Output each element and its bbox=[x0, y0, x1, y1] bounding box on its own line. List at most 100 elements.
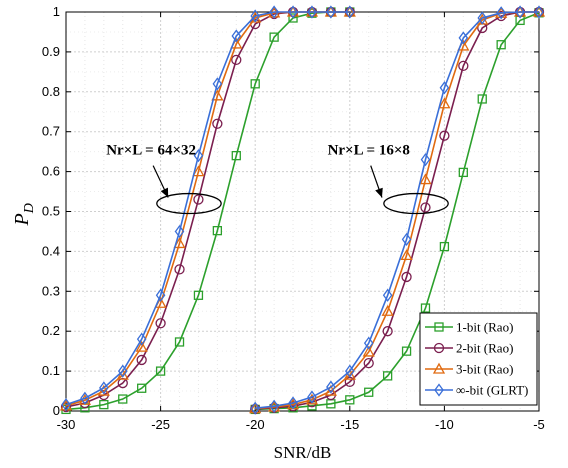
data-point bbox=[192, 165, 205, 177]
data-point bbox=[401, 271, 412, 283]
data-point bbox=[135, 340, 148, 352]
data-point bbox=[458, 60, 469, 72]
x-tick-label: -20 bbox=[246, 417, 265, 432]
series-line bbox=[65, 11, 350, 411]
x-tick-label: -30 bbox=[57, 417, 76, 432]
data-point bbox=[288, 396, 298, 410]
data-point bbox=[326, 380, 336, 394]
data-point bbox=[401, 346, 412, 356]
x-tick-label: -25 bbox=[151, 417, 170, 432]
y-axis-label-main: P bbox=[11, 213, 33, 226]
data-point bbox=[288, 5, 298, 19]
data-point bbox=[345, 395, 355, 405]
data-point bbox=[155, 366, 166, 376]
data-point bbox=[250, 9, 261, 23]
legend-marker bbox=[432, 362, 446, 374]
y-axis-label-subscript: D bbox=[22, 203, 37, 214]
y-tick-label: 0.8 bbox=[42, 84, 60, 99]
data-point bbox=[155, 288, 166, 302]
data-point bbox=[193, 149, 204, 163]
data-point bbox=[99, 399, 109, 410]
annotation-ellipse bbox=[156, 192, 222, 215]
data-point bbox=[381, 304, 394, 316]
data-point bbox=[477, 94, 487, 104]
y-tick-label: 0.9 bbox=[42, 44, 60, 59]
legend-marker bbox=[434, 322, 444, 332]
data-point bbox=[155, 318, 166, 329]
data-point bbox=[534, 5, 544, 19]
data-point bbox=[250, 401, 261, 415]
data-point bbox=[61, 398, 71, 412]
data-point bbox=[382, 326, 393, 337]
y-tick-label: 0.2 bbox=[42, 323, 60, 338]
series-line bbox=[255, 11, 539, 410]
data-point bbox=[363, 336, 374, 350]
data-point bbox=[420, 153, 431, 167]
data-point bbox=[307, 5, 317, 19]
y-tick-label: 0.1 bbox=[42, 363, 60, 378]
data-point bbox=[496, 40, 506, 50]
y-tick-label: 0.6 bbox=[42, 164, 60, 179]
data-point bbox=[212, 226, 223, 236]
data-point bbox=[60, 401, 72, 413]
series-diamond bbox=[61, 5, 544, 415]
data-point bbox=[382, 288, 393, 302]
data-point bbox=[400, 249, 413, 261]
data-point bbox=[307, 390, 317, 404]
y-tick-label: 0.5 bbox=[42, 204, 60, 219]
data-point bbox=[419, 173, 432, 185]
data-point bbox=[99, 381, 109, 395]
data-point bbox=[231, 54, 242, 66]
x-tick-label: -15 bbox=[340, 417, 359, 432]
y-tick-label: 0 bbox=[53, 403, 60, 418]
data-point bbox=[231, 150, 241, 161]
legend-label: ∞-bit (GLRT) bbox=[456, 383, 528, 398]
data-point bbox=[80, 391, 90, 405]
legend-marker bbox=[434, 383, 444, 397]
series-line bbox=[255, 11, 539, 410]
data-point bbox=[344, 364, 355, 378]
data-point bbox=[420, 202, 431, 213]
series-line bbox=[255, 12, 540, 411]
series-line bbox=[65, 11, 350, 408]
data-point bbox=[477, 11, 488, 25]
data-point bbox=[515, 5, 525, 19]
data-point bbox=[136, 332, 147, 346]
data-point bbox=[118, 394, 128, 404]
data-point bbox=[438, 97, 451, 109]
data-point bbox=[212, 118, 223, 129]
data-point bbox=[117, 364, 128, 378]
series-lines bbox=[59, 5, 546, 415]
y-tick-label: 0.4 bbox=[42, 243, 60, 258]
series-line bbox=[255, 11, 539, 410]
y-tick-label: 1 bbox=[53, 4, 60, 19]
data-point bbox=[496, 6, 506, 20]
legend: 1-bit (Rao) 2-bit (Rao) 3-bit (Rao) ∞-bit (… bbox=[419, 312, 538, 406]
data-point bbox=[364, 387, 374, 397]
series-line bbox=[65, 11, 350, 406]
data-point bbox=[269, 399, 279, 413]
axis-ticks: -30 -25 -20 -15 -10 -5 0 0.1 0.2 0.3 0.4 0.5 0.6 0.7 0… bbox=[42, 4, 545, 432]
x-tick-label: -10 bbox=[435, 417, 454, 432]
data-point bbox=[173, 237, 186, 249]
data-point bbox=[326, 5, 336, 19]
annotation-arrowhead bbox=[160, 187, 169, 198]
data-point bbox=[401, 232, 412, 247]
legend-label: 2-bit (Rao) bbox=[456, 341, 513, 356]
data-point bbox=[363, 357, 374, 369]
x-tick-label: -5 bbox=[533, 417, 545, 432]
data-point bbox=[343, 368, 356, 380]
data-point bbox=[344, 5, 355, 19]
data-point bbox=[193, 290, 204, 300]
data-point bbox=[362, 345, 375, 357]
data-point bbox=[439, 241, 450, 252]
data-point bbox=[439, 130, 450, 141]
data-point bbox=[212, 77, 223, 91]
data-point bbox=[174, 337, 185, 347]
data-point bbox=[193, 194, 204, 205]
y-axis-label: PD bbox=[11, 203, 37, 226]
data-point bbox=[174, 264, 185, 275]
data-point bbox=[288, 13, 298, 23]
legend-label: 1-bit (Rao) bbox=[456, 320, 513, 335]
